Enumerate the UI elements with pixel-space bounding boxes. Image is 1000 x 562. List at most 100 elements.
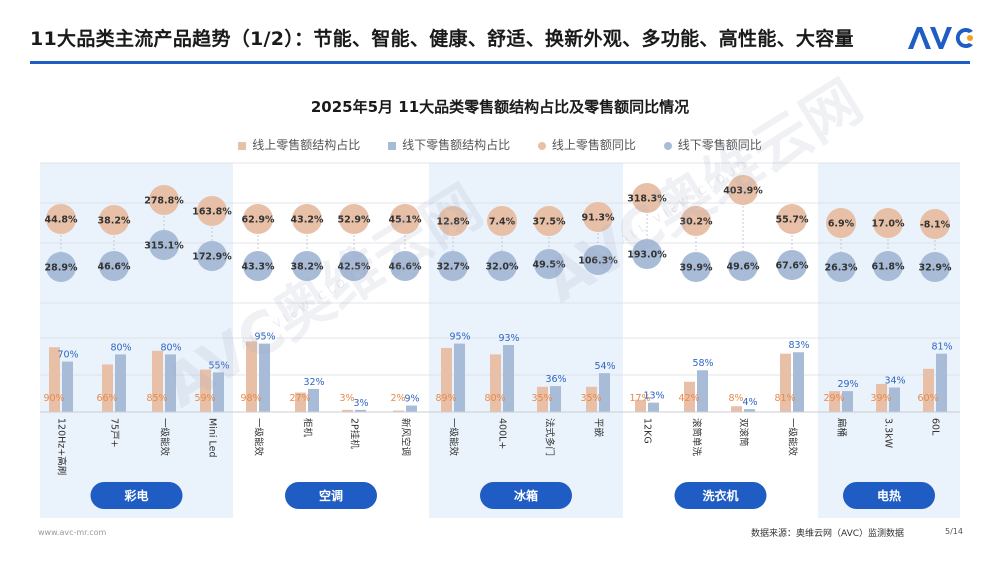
online-yoy-label: 7.4% [489,217,516,228]
offline-share-label: 9% [404,394,419,405]
online-share-label: 29% [823,393,844,404]
online-yoy-bubble [438,206,468,236]
online-yoy-label: 12.8% [437,217,470,228]
offline-yoy-label: 49.6% [727,262,760,273]
online-yoy-label: 6.9% [828,219,855,230]
offline-yoy-bubble [46,252,76,282]
offline-yoy-bubble [920,252,950,282]
offline-yoy-label: 43.3% [242,262,275,273]
offline-share-bar [406,405,417,412]
offline-yoy-label: 61.8% [872,262,905,273]
online-yoy-bubble [777,204,807,234]
online-share-label: 39% [870,393,891,404]
legend-label: 线下零售额同比 [677,138,762,152]
online-yoy-label: 318.3% [627,194,667,205]
online-yoy-bubble [46,204,76,234]
online-share-label: 60% [917,393,938,404]
offline-yoy-label: 315.1% [144,241,184,252]
item-label: Mini Led [207,418,218,458]
group-label: 空调 [319,488,343,503]
online-share-bar [200,369,211,412]
offline-yoy-label: 193.0% [627,250,667,261]
offline-yoy-label: 46.6% [389,262,422,273]
offline-share-label: 80% [110,342,131,353]
online-share-bar [393,410,404,412]
item-label: 滚筒单洗 [691,418,703,457]
legend-label: 线上零售额结构占比 [252,138,361,152]
online-share-label: 27% [289,393,310,404]
offline-yoy-label: 28.9% [45,263,78,274]
online-share-label: 90% [43,393,64,404]
offline-share-label: 54% [594,361,615,372]
offline-share-label: 3% [353,398,368,409]
offline-yoy-label: 49.5% [533,260,566,271]
offline-share-label: 36% [545,374,566,385]
page-title: 11大品类主流产品趋势（1/2）：节能、智能、健康、舒适、换新外观、多功能、高性… [30,28,854,50]
online-yoy-label: 44.8% [45,215,78,226]
item-label: 新风空调 [400,418,412,456]
online-yoy-label: -8.1% [920,220,951,231]
online-yoy-bubble [99,205,129,235]
offline-share-label: 55% [208,360,229,371]
footer-source: 数据来源：奥维云网（AVC）监测数据 [751,529,905,539]
offline-share-bar [115,354,126,412]
offline-yoy-bubble [438,251,468,281]
offline-yoy-label: 39.9% [680,263,713,274]
group-pill [674,482,767,509]
offline-yoy-bubble [826,252,856,282]
online-yoy-bubble [390,204,420,234]
online-yoy-label: 45.1% [389,215,422,226]
offline-share-bar [744,409,755,412]
item-label: 平嵌 [593,418,605,438]
chart-legend: 线上零售额结构占比 线下零售额结构占比 线上零售额同比 线下零售额同比 [0,136,1000,153]
offline-share-bar [793,352,804,412]
item-label: 一级能效 [787,418,799,457]
offline-share-label: 93% [498,333,519,344]
offline-yoy-bubble [339,251,369,281]
offline-share-label: 58% [692,358,713,369]
online-share-label: 35% [531,393,552,404]
online-yoy-bubble [487,206,517,236]
offline-yoy-label: 172.9% [192,252,232,263]
online-share-label: 3% [339,393,354,404]
offline-yoy-bubble [681,252,711,282]
online-share-bar [49,347,60,412]
offline-share-label: 70% [57,350,78,361]
offline-yoy-bubble [777,250,807,280]
online-yoy-bubble [339,204,369,234]
group-label: 洗衣机 [702,488,738,503]
offline-yoy-bubble [390,251,420,281]
online-yoy-label: 30.2% [680,217,713,228]
group-pill [843,482,935,509]
online-share-bar [829,391,840,412]
offline-share-label: 29% [837,379,858,390]
offline-share-bar [259,343,270,412]
online-yoy-bubble [873,208,903,238]
online-yoy-bubble [826,208,856,238]
online-yoy-bubble [681,206,711,236]
footer-website: www.avc-mr.com [38,528,107,537]
group-label: 电热 [877,488,901,503]
online-yoy-bubble [728,175,758,205]
offline-yoy-bubble [99,251,129,281]
legend-square-icon [238,141,247,150]
item-label: 2P挂机 [349,418,361,449]
online-yoy-bubble [197,196,227,226]
group-label: 冰箱 [514,488,538,503]
online-share-label: 85% [146,393,167,404]
offline-yoy-bubble [149,230,179,260]
item-label: 120Hz+高刷 [56,418,68,475]
online-share-label: 17% [629,393,650,404]
legend-label: 线下零售额结构占比 [402,138,511,152]
item-label: 柜机 [302,418,314,438]
offline-yoy-bubble [632,239,662,269]
offline-share-bar [889,387,900,412]
item-label: 60L [930,418,941,436]
offline-share-bar [503,345,514,412]
legend-circle-icon [537,141,546,150]
online-yoy-label: 55.7% [776,215,809,226]
item-label: 75戸+ [109,418,120,448]
online-yoy-label: 403.9% [723,186,763,197]
offline-yoy-bubble [243,251,273,281]
